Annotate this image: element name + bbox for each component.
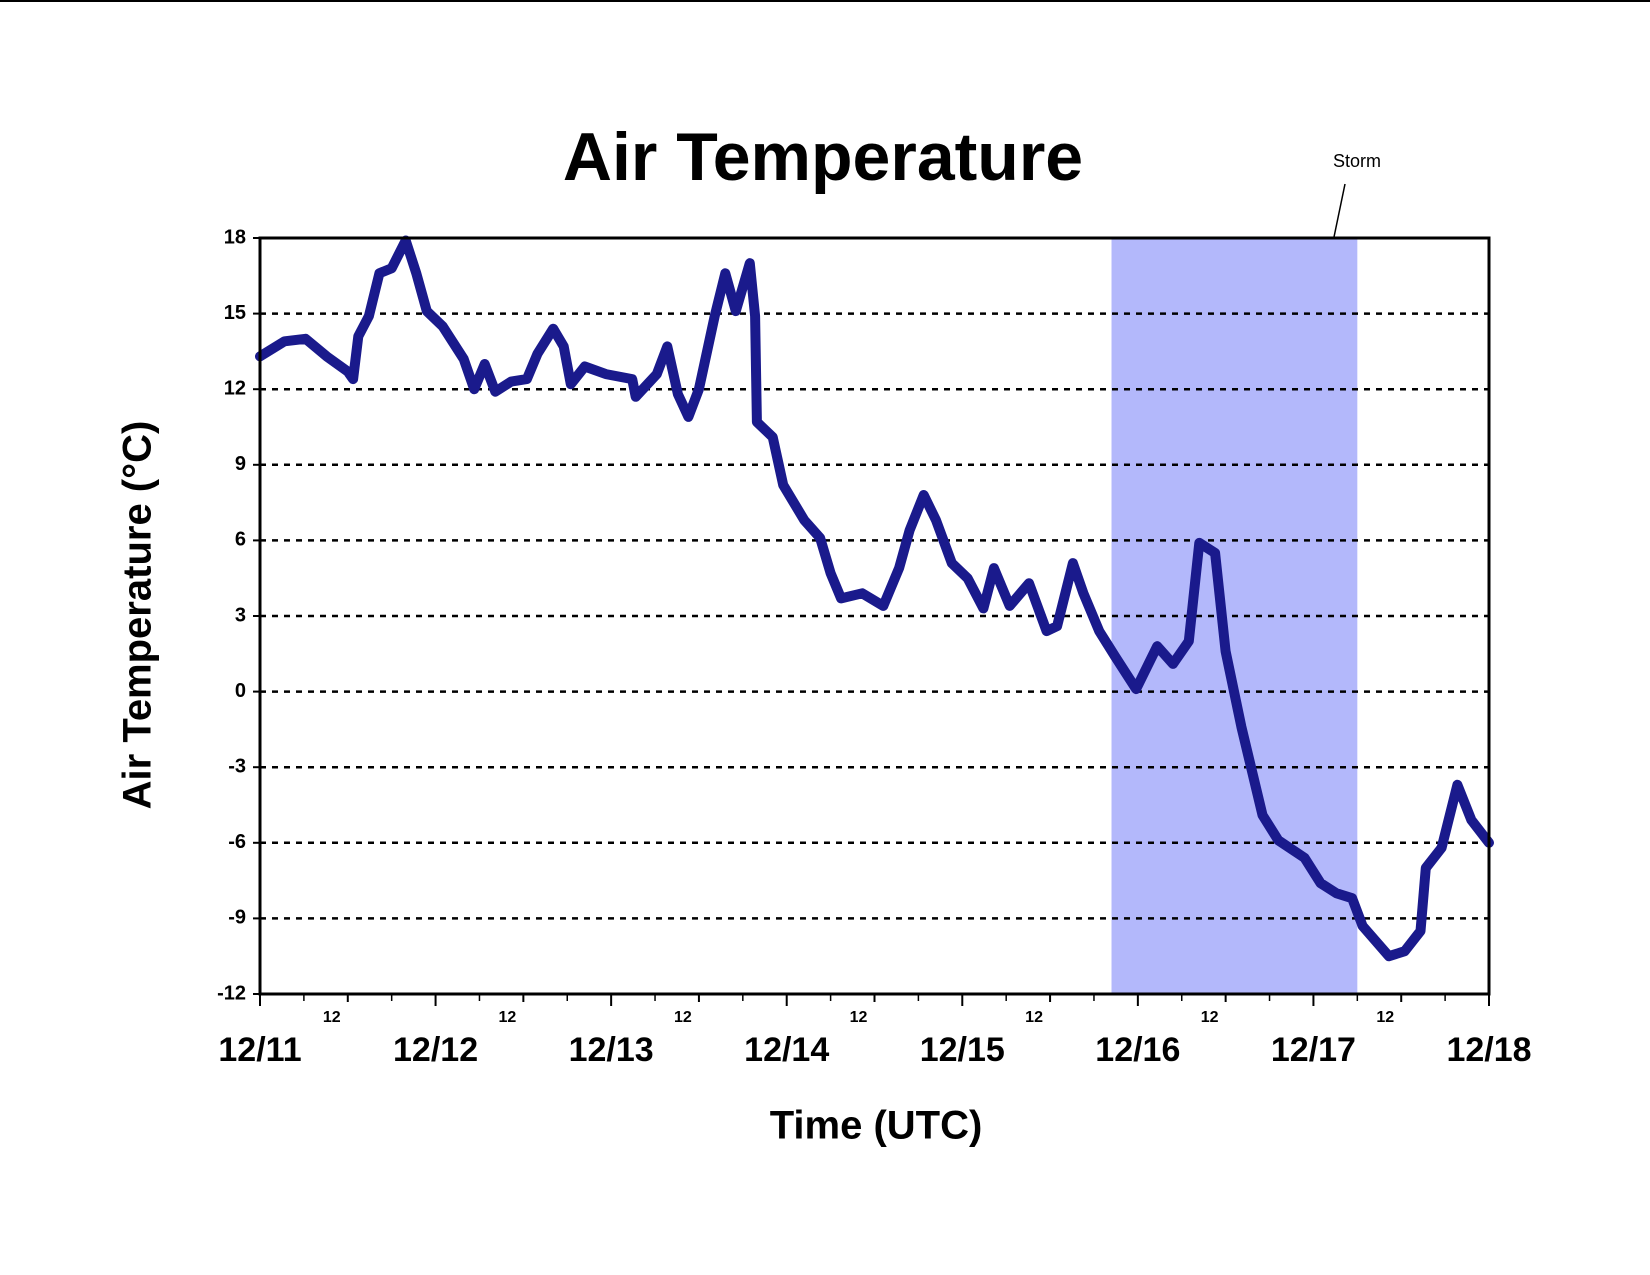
x-minor-tick-label: 12 [674, 1009, 692, 1026]
x-minor-tick-label: 12 [1025, 1009, 1043, 1026]
y-tick-label: -6 [228, 831, 246, 853]
storm-label: Storm [1333, 151, 1381, 171]
y-tick-label: 15 [224, 302, 246, 324]
y-tick-label: -3 [228, 755, 246, 777]
y-tick-label: 6 [235, 529, 246, 551]
x-tick-label: 12/18 [1446, 1031, 1531, 1069]
x-minor-tick-label: 12 [1376, 1009, 1394, 1026]
x-minor-tick-label: 12 [498, 1009, 516, 1026]
x-axis-label: Time (UTC) [770, 1104, 983, 1148]
x-minor-tick-label: 12 [850, 1009, 868, 1026]
x-tick-label: 12/17 [1271, 1031, 1356, 1069]
x-minor-tick-label: 12 [1201, 1009, 1219, 1026]
x-tick-label: 12/11 [218, 1031, 301, 1069]
y-axis-label: Air Temperature (°C) [116, 421, 160, 810]
y-tick-label: 3 [235, 604, 246, 626]
x-minor-tick-label: 12 [323, 1009, 341, 1026]
x-tick-label: 12/14 [744, 1031, 829, 1069]
x-tick-label: 12/16 [1095, 1031, 1180, 1069]
y-tick-label: 0 [235, 680, 246, 702]
x-tick-label: 12/12 [393, 1031, 478, 1069]
y-tick-label: 9 [235, 453, 246, 475]
storm-leader [1333, 183, 1346, 238]
plot-frame [258, 236, 1491, 996]
x-tick-label: 12/15 [920, 1031, 1005, 1069]
y-tick-label: -9 [228, 907, 246, 929]
y-tick-label: 12 [224, 377, 246, 399]
temperature-line [255, 235, 1494, 962]
y-tick-label: 18 [224, 226, 246, 248]
y-tick-label: -12 [217, 982, 246, 1004]
chart-title: Air Temperature [563, 119, 1083, 195]
x-tick-label: 12/13 [569, 1031, 654, 1069]
